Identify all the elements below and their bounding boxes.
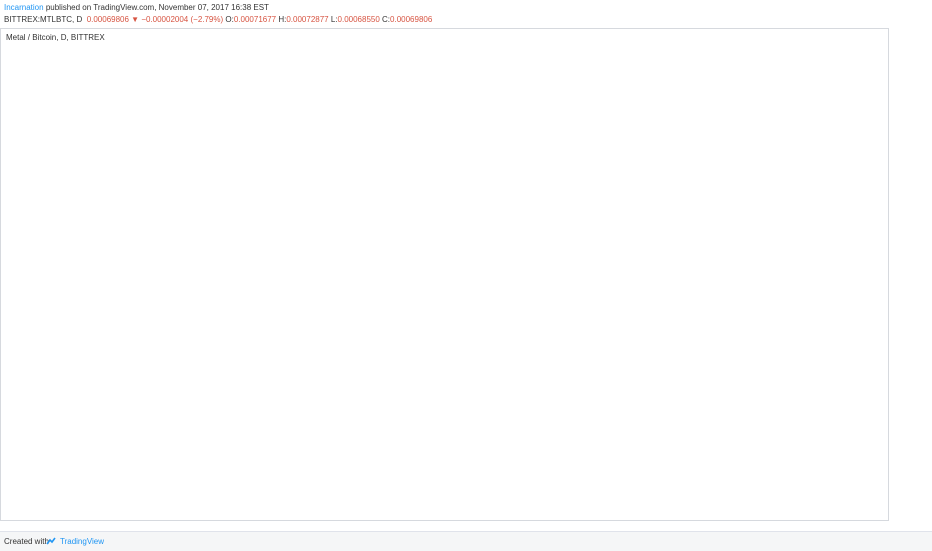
symbol-line: BITTREX:MTLBTC, D 0.00069806 ▼ −0.000020…	[4, 15, 432, 24]
ohlc-value: 0.00069806	[390, 15, 433, 24]
ohlc-value: 0.00071677	[233, 15, 277, 24]
ohlc-value: 0.00072877	[286, 15, 329, 24]
ohlc-label: L:	[330, 15, 338, 24]
brand[interactable]: TradingView	[60, 537, 105, 546]
ohlc-value: 0.00068550	[337, 15, 380, 24]
symbol: BITTREX:MTLBTC, D	[4, 15, 83, 24]
published: published on TradingView.com, November 0…	[45, 3, 269, 12]
plot-frame	[0, 28, 889, 521]
logo	[46, 537, 56, 545]
ohlc-label: O:	[225, 15, 234, 24]
change: 0.00069806 ▼ −0.00002004 (−2.79%)	[86, 15, 224, 24]
ohlc-label: C:	[382, 15, 391, 24]
legend: Metal / Bitcoin, D, BITTREX	[6, 33, 105, 42]
footer: Created with TradingView	[0, 531, 932, 551]
created: Created with	[4, 537, 49, 546]
author[interactable]: Incarnation	[4, 3, 44, 12]
ohlc-label: H:	[278, 15, 287, 24]
header-line: Incarnation published on TradingView.com…	[4, 3, 269, 12]
chart: Metal / Bitcoin, D, BITTREX	[0, 28, 889, 521]
